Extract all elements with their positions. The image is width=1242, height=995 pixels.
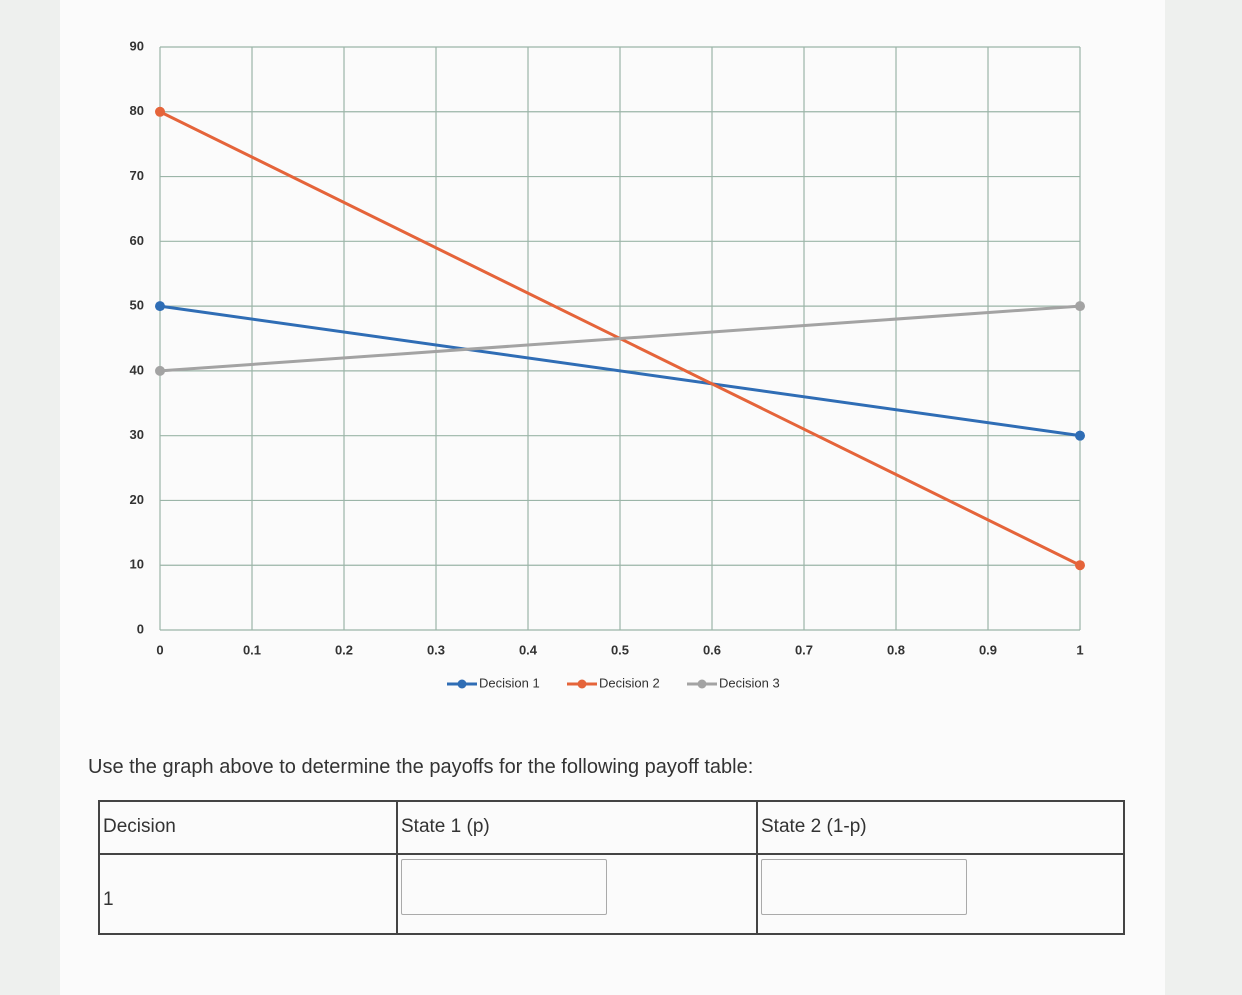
legend-marker — [577, 679, 587, 689]
point — [1075, 430, 1085, 441]
x-tick-label: 0.8 — [887, 642, 905, 657]
legend-marker — [697, 679, 707, 689]
point — [155, 106, 165, 117]
x-tick-label: 0.2 — [335, 642, 353, 657]
y-tick-label: 90 — [130, 38, 144, 53]
header-cell: State 1 (p) — [396, 800, 758, 855]
x-tick-label: 0.7 — [795, 642, 813, 657]
point — [155, 365, 165, 376]
x-tick-label: 1 — [1076, 642, 1083, 657]
payoff-input[interactable] — [401, 859, 607, 915]
header-cell: Decision — [98, 800, 398, 855]
series-line — [159, 304, 1081, 373]
row-cell: 1 — [98, 853, 398, 935]
x-tick-label: 0.1 — [243, 642, 261, 657]
y-tick-label: 70 — [130, 168, 144, 183]
y-tick-label: 80 — [130, 103, 144, 118]
instruction: Use the graph above to determine the pay… — [88, 756, 754, 778]
legend-label: Decision 3 — [719, 675, 780, 690]
x-tick-label: 0.4 — [519, 642, 538, 657]
point — [155, 301, 165, 312]
x-tick-label: 0.3 — [427, 642, 445, 657]
series-line — [159, 304, 1081, 438]
y-tick-label: 50 — [130, 298, 144, 313]
header-cell: State 2 (1-p) — [756, 800, 1125, 855]
x-tick-label: 0.5 — [611, 642, 629, 657]
legend-marker — [457, 679, 467, 689]
x-tick-label: 0.6 — [703, 642, 721, 657]
x-tick-label: 0 — [156, 642, 163, 657]
input-cell — [756, 853, 1125, 935]
y-tick-label: 60 — [130, 233, 144, 248]
payoff-input[interactable] — [761, 859, 967, 915]
chart: 0 10 20 30 40 50 60 70 80 90 0 0.1 0.2 0.3 0.4 0.5 0.6 0.… — [130, 38, 1085, 690]
y-tick-label: 30 — [130, 427, 144, 442]
y-tick-label: 10 — [130, 557, 144, 572]
y-tick-label: 0 — [137, 621, 144, 636]
point — [1075, 560, 1085, 571]
y-tick-label: 20 — [130, 492, 144, 507]
legend-label: Decision 2 — [599, 675, 660, 690]
legend-label: Decision 1 — [479, 675, 540, 690]
payoff-table: Decision State 1 (p) State 2 (1-p) 1 — [98, 800, 1125, 935]
y-tick-label: 40 — [130, 362, 144, 377]
point — [1075, 301, 1085, 312]
input-cell — [396, 853, 758, 935]
x-tick-label: 0.9 — [979, 642, 997, 657]
